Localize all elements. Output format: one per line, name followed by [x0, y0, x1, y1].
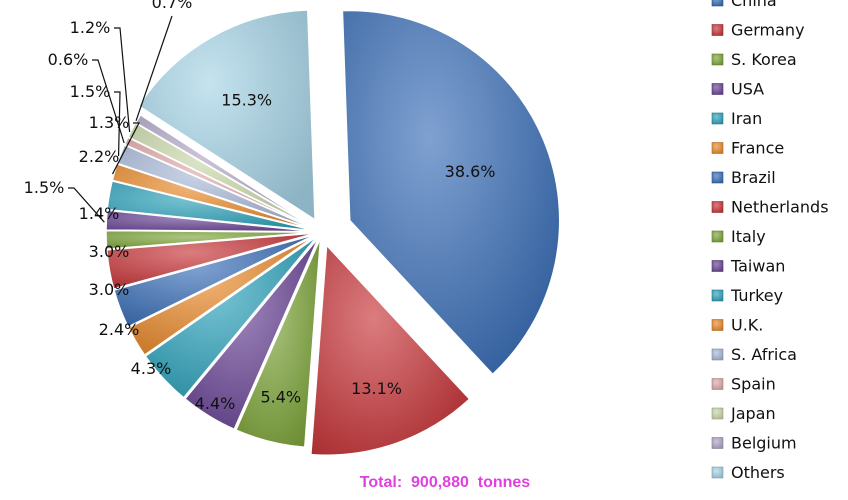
legend-swatch-germany	[711, 24, 724, 36]
legend-item-turkey: Turkey	[711, 286, 783, 305]
legend-item-usa: USA	[711, 80, 764, 99]
data-label-iran: 4.3%	[131, 359, 172, 378]
legend-swatch-brazil	[711, 171, 724, 184]
legend-item-s-africa: S. Africa	[711, 345, 797, 364]
legend-swatch-usa	[711, 83, 724, 95]
legend-label-usa: USA	[731, 80, 764, 99]
legend-swatch-italy	[711, 230, 724, 243]
legend-item-china: China	[711, 0, 777, 10]
data-label-brazil: 3.0%	[89, 280, 130, 299]
legend-item-belgium: Belgium	[711, 434, 797, 453]
data-label-s-africa: 1.5%	[70, 82, 111, 101]
legend-item-spain: Spain	[711, 375, 776, 394]
data-label-netherlands: 3.0%	[89, 242, 130, 261]
leader-line-u-k	[111, 122, 140, 175]
legend-label-italy: Italy	[731, 227, 766, 246]
data-label-china: 38.6%	[445, 162, 496, 181]
pie-slice-netherlands	[105, 232, 317, 290]
legend-label-others: Others	[731, 463, 785, 482]
legend-item-japan: Japan	[711, 404, 776, 423]
data-label-s-korea: 5.4%	[260, 388, 301, 407]
legend-swatch-taiwan	[711, 260, 724, 272]
legend-label-belgium: Belgium	[731, 434, 797, 453]
leader-line-japan	[114, 27, 131, 133]
legend-label-japan: Japan	[730, 404, 776, 423]
data-label-japan: 1.2%	[70, 18, 111, 37]
legend-item-iran: Iran	[711, 109, 762, 128]
legend-swatch-spain	[711, 378, 724, 390]
legend-item-s-korea: S. Korea	[711, 50, 797, 69]
legend-item-others: Others	[711, 463, 785, 482]
data-label-turkey: 2.2%	[79, 147, 120, 166]
pie-slice-others	[137, 9, 316, 222]
data-label-spain: 0.6%	[48, 50, 89, 69]
legend-item-taiwan: Taiwan	[711, 257, 785, 276]
legend-swatch-china	[711, 0, 724, 7]
legend-label-taiwan: Taiwan	[730, 257, 785, 276]
legend-item-brazil: Brazil	[711, 168, 776, 187]
legend-swatch-france	[711, 142, 724, 154]
data-label-others: 15.3%	[221, 90, 272, 109]
legend-swatch-netherlands	[711, 201, 724, 213]
data-label-u-k: 1.3%	[89, 113, 130, 132]
legend-label-china: China	[731, 0, 777, 10]
legend-swatch-belgium	[711, 437, 724, 449]
legend-label-netherlands: Netherlands	[731, 198, 829, 217]
data-label-france: 2.4%	[99, 320, 140, 339]
pie-slice-france	[127, 234, 318, 357]
legend-label-spain: Spain	[731, 375, 776, 394]
leader-line-s-africa	[114, 91, 121, 157]
legend-swatch-others	[711, 466, 724, 479]
legend-label-iran: Iran	[731, 109, 762, 128]
pie-slice-usa	[183, 236, 320, 431]
legend-label-u-k: U.K.	[731, 316, 763, 335]
legend-swatch-s-korea	[711, 53, 724, 66]
pie-slice-iran	[144, 235, 319, 399]
legend-swatch-turkey	[711, 289, 724, 302]
data-label-taiwan: 1.5%	[24, 178, 65, 197]
legend-swatch-u-k	[711, 319, 724, 331]
legend-swatch-s-africa	[711, 348, 724, 361]
legend-swatch-iran	[711, 112, 724, 125]
data-label-italy: 1.4%	[79, 204, 120, 223]
legend-item-u-k: U.K.	[711, 316, 763, 335]
leader-line-taiwan	[68, 187, 105, 223]
legend-item-germany: Germany	[711, 21, 805, 40]
pie-slice-brazil	[113, 233, 317, 328]
pie-slice-s-korea	[234, 237, 322, 449]
pie-slice-germany	[310, 243, 471, 456]
data-label-germany: 13.1%	[351, 379, 402, 398]
legend-label-brazil: Brazil	[731, 168, 776, 187]
legend-label-s-africa: S. Africa	[731, 345, 797, 364]
leader-line-belgium	[135, 15, 173, 122]
data-label-usa: 4.4%	[195, 394, 236, 413]
legend-label-turkey: Turkey	[730, 286, 783, 305]
data-label-belgium: 0.7%	[152, 0, 193, 12]
legend-item-netherlands: Netherlands	[711, 198, 829, 217]
leader-line-spain	[92, 59, 125, 144]
legend-label-s-korea: S. Korea	[731, 50, 797, 69]
legend-item-italy: Italy	[711, 227, 766, 246]
legend-swatch-japan	[711, 407, 724, 420]
legend-item-france: France	[711, 139, 784, 158]
legend-label-germany: Germany	[731, 21, 805, 40]
legend-label-france: France	[731, 139, 784, 158]
pie-slice-china	[341, 9, 561, 376]
total-label: Total: 900,880 tonnes	[360, 474, 531, 491]
